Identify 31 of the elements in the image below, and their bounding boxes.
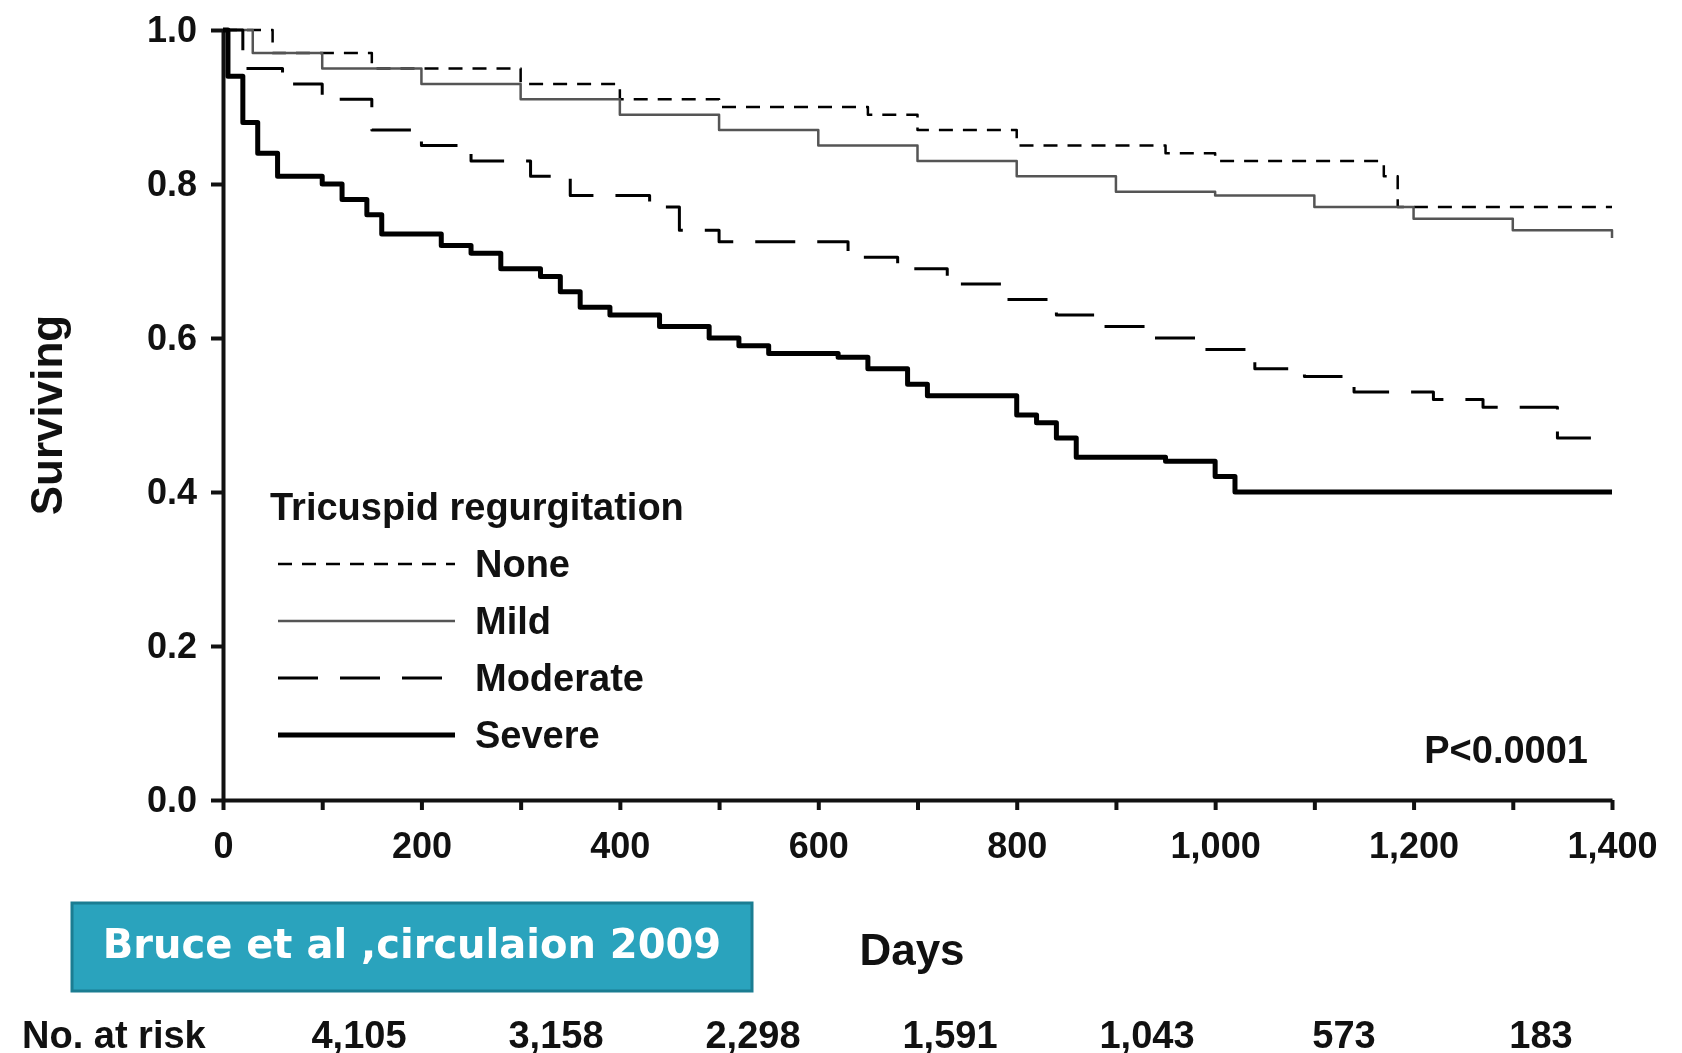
text: Bruce et al ,circulaion 2009 xyxy=(102,921,722,967)
x-tick-label: 200 xyxy=(391,824,452,866)
text: 573 xyxy=(1312,1014,1376,1053)
x-tick-label: 0 xyxy=(213,824,234,866)
annotation: P<0.0001 xyxy=(1424,729,1588,771)
y-tick-label: 0.0 xyxy=(146,779,197,821)
text: 4,105 xyxy=(311,1014,407,1053)
legend-title: Tricuspid regurgitation xyxy=(270,486,684,528)
x-tick-label: 1,200 xyxy=(1369,824,1460,866)
legend-label: Mild xyxy=(475,600,551,642)
y-tick-label: 0.6 xyxy=(146,317,197,359)
text: 183 xyxy=(1509,1014,1573,1053)
legend-label: None xyxy=(475,543,570,585)
x-tick-label: 800 xyxy=(987,824,1048,866)
y-tick-label: 0.4 xyxy=(146,471,197,513)
text: No. at risk xyxy=(22,1014,207,1053)
legend-label: Severe xyxy=(475,714,600,756)
legend-label: Moderate xyxy=(475,657,644,699)
y-tick-label: 0.8 xyxy=(146,163,197,205)
x-axis-title: Days xyxy=(859,925,965,974)
y-tick-label: 1.0 xyxy=(146,9,197,51)
y-axis-title: Surviving xyxy=(22,314,71,516)
x-tick-label: 600 xyxy=(788,824,849,866)
x-tick-label: 1,400 xyxy=(1567,824,1658,866)
x-tick-label: 400 xyxy=(590,824,651,866)
text: 3,158 xyxy=(508,1014,604,1053)
text: 1,591 xyxy=(902,1014,998,1053)
x-tick-label: 1,000 xyxy=(1170,824,1261,866)
text: 1,043 xyxy=(1099,1014,1195,1053)
y-tick-label: 0.2 xyxy=(146,625,197,667)
text: 2,298 xyxy=(705,1014,801,1053)
